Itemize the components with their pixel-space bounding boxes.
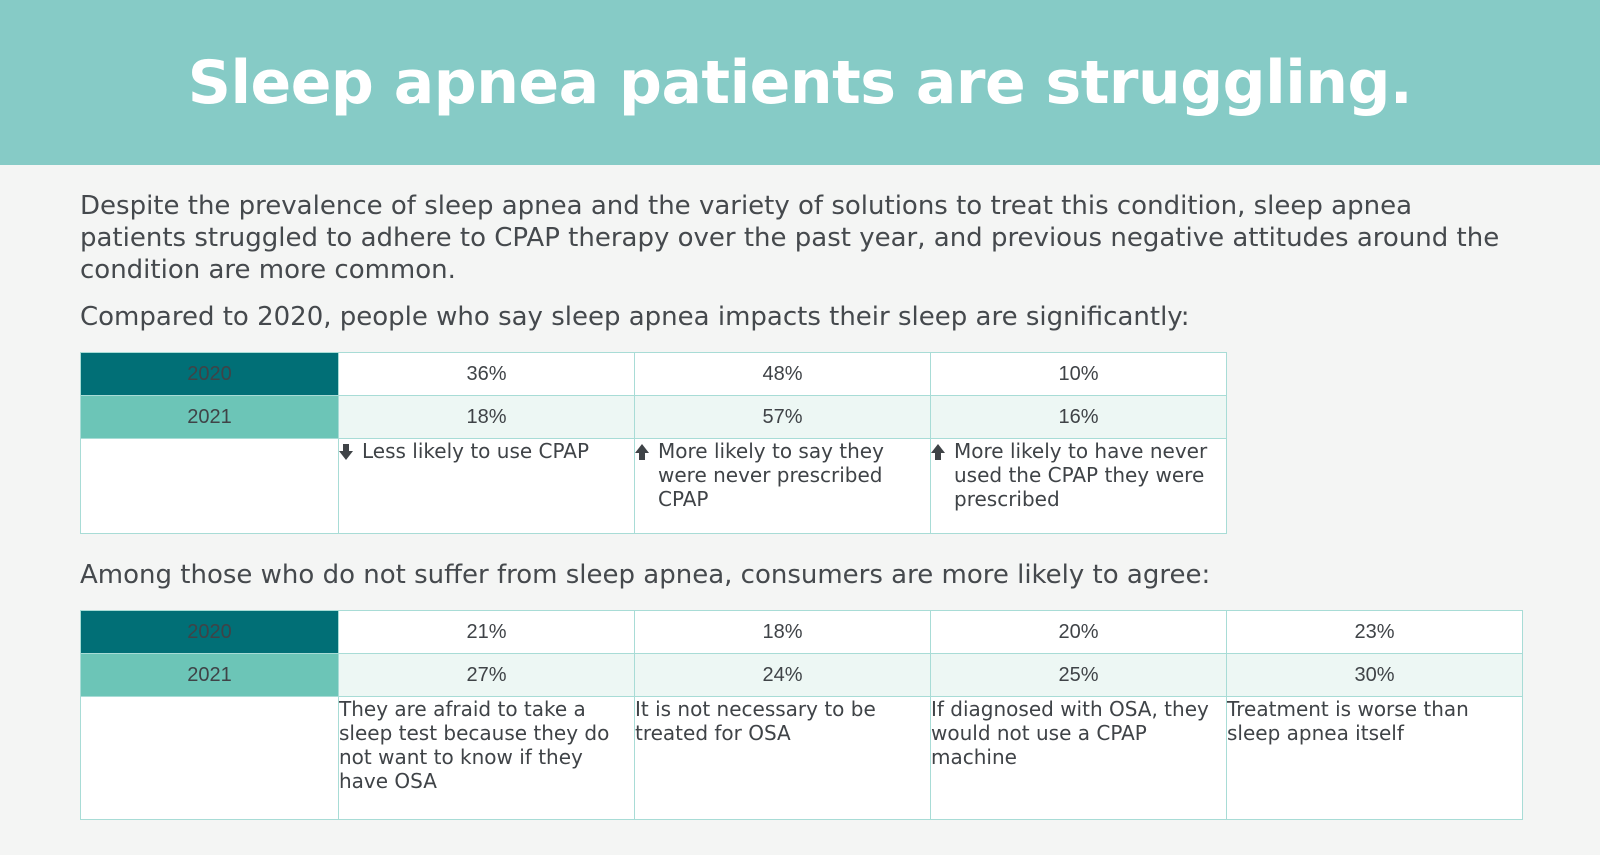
arrow-up-icon (635, 444, 649, 460)
description-text: More likely to say they were never presc… (658, 439, 884, 511)
value-cell: 20% (930, 610, 1227, 654)
page-title: Sleep apnea patients are struggling. (187, 47, 1413, 118)
section2-heading: Among those who do not suffer from sleep… (80, 560, 1211, 590)
title-banner: Sleep apnea patients are struggling. (0, 0, 1600, 165)
year-label-2021: 2021 (80, 653, 339, 697)
value-cell: 18% (634, 610, 931, 654)
year-label-2020: 2020 (80, 352, 339, 396)
description-cell: More likely to say they were never presc… (634, 438, 931, 534)
value-cell: 25% (930, 653, 1227, 697)
table-row-2020: 2020 36% 48% 10% (80, 352, 1227, 396)
value-cell: 48% (634, 352, 931, 396)
arrow-up-icon (931, 444, 945, 460)
description-cell: They are afraid to take a sleep test bec… (338, 696, 635, 820)
description-cell: It is not necessary to be treated for OS… (634, 696, 931, 820)
attitudes-table: 2020 21% 18% 20% 23% 2021 27% 24% 25% 30… (80, 610, 1523, 820)
arrow-down-icon (339, 444, 353, 460)
year-label-2021: 2021 (80, 395, 339, 439)
value-cell: 18% (338, 395, 635, 439)
table-row-2020: 2020 21% 18% 20% 23% (80, 610, 1523, 654)
cpap-usage-table: 2020 36% 48% 10% 2021 18% 57% 16% Less l… (80, 352, 1227, 534)
intro-paragraph: Despite the prevalence of sleep apnea an… (80, 191, 1500, 285)
value-cell: 27% (338, 653, 635, 697)
table-row-descriptions: They are afraid to take a sleep test bec… (80, 696, 1523, 820)
value-cell: 23% (1226, 610, 1523, 654)
empty-cell (80, 696, 339, 820)
description-cell: More likely to have never used the CPAP … (930, 438, 1227, 534)
value-cell: 21% (338, 610, 635, 654)
year-label-2020: 2020 (80, 610, 339, 654)
value-cell: 30% (1226, 653, 1523, 697)
value-cell: 10% (930, 352, 1227, 396)
table-row-2021: 2021 27% 24% 25% 30% (80, 653, 1523, 697)
value-cell: 24% (634, 653, 931, 697)
description-text: Less likely to use CPAP (362, 439, 590, 463)
value-cell: 57% (634, 395, 931, 439)
table-row-descriptions: Less likely to use CPAP More likely to s… (80, 438, 1227, 534)
description-cell: If diagnosed with OSA, they would not us… (930, 696, 1227, 820)
empty-cell (80, 438, 339, 534)
section1-heading: Compared to 2020, people who say sleep a… (80, 302, 1190, 332)
table-row-2021: 2021 18% 57% 16% (80, 395, 1227, 439)
value-cell: 36% (338, 352, 635, 396)
value-cell: 16% (930, 395, 1227, 439)
description-cell: Treatment is worse than sleep apnea itse… (1226, 696, 1523, 820)
description-cell: Less likely to use CPAP (338, 438, 635, 534)
description-text: More likely to have never used the CPAP … (954, 439, 1208, 511)
